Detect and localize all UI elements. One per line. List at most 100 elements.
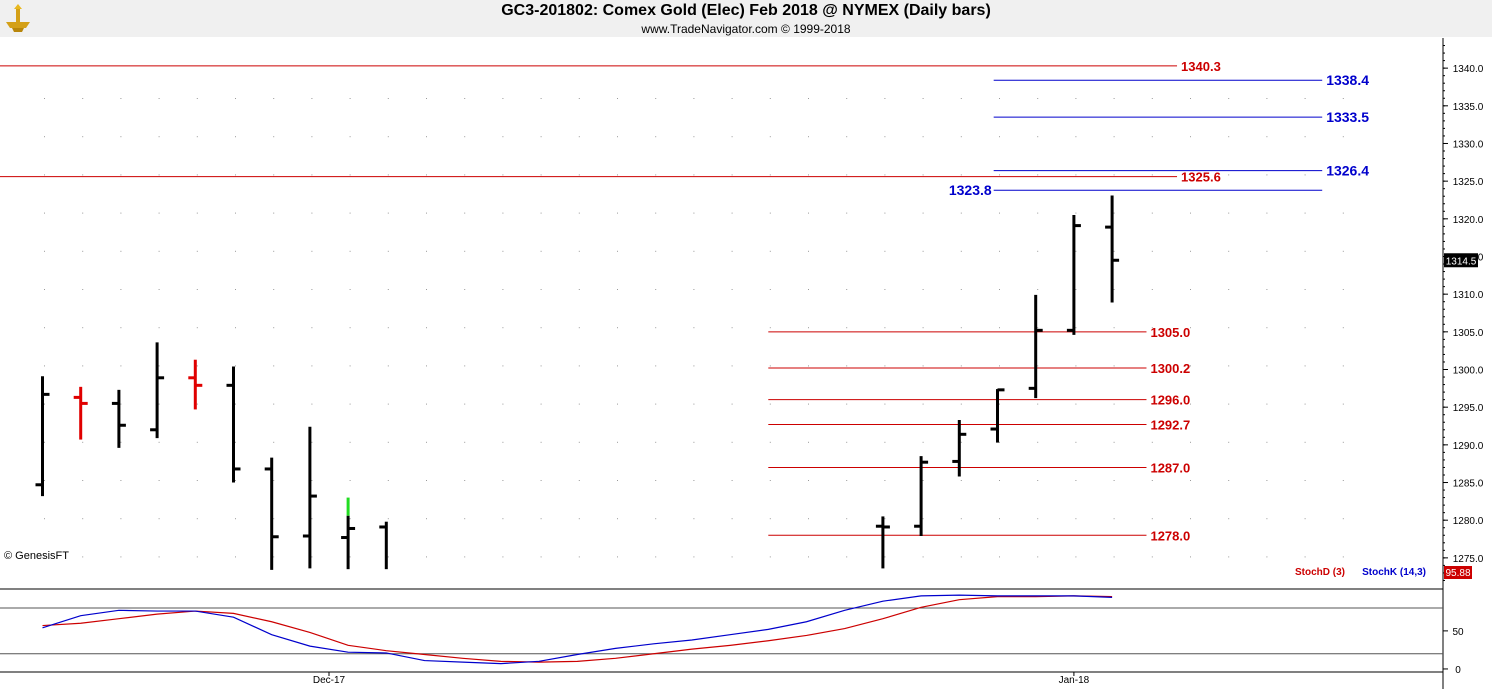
grid-dot (1075, 289, 1077, 290)
grid-dot (349, 441, 351, 443)
grid-dot (1304, 98, 1306, 99)
grid-dot (426, 174, 427, 176)
grid-dot (311, 365, 313, 367)
grid-dot (846, 327, 848, 329)
grid-dot (731, 250, 733, 252)
grid-dot (769, 365, 771, 367)
grid-dot (82, 98, 84, 99)
time-tick-label: Jan-18 (1059, 675, 1090, 686)
grid-dot (578, 136, 580, 138)
grid-dot (1190, 250, 1191, 252)
grid-dot (502, 98, 504, 99)
grid-dot (1075, 327, 1077, 329)
grid-dot (731, 556, 733, 558)
grid-dot (464, 174, 466, 176)
grid-dot (426, 518, 427, 520)
grid-dot (44, 289, 45, 290)
grid-dot (311, 518, 313, 520)
grid-dot (82, 289, 84, 290)
grid-dot (1075, 480, 1077, 481)
grid-dot (578, 480, 580, 481)
grid-dot (273, 441, 275, 443)
grid-dot (922, 403, 924, 405)
grid-dot (999, 480, 1000, 481)
grid-dot (846, 98, 848, 99)
grid-dot (1190, 327, 1191, 329)
grid-dot (655, 403, 657, 405)
grid-dot (120, 403, 122, 405)
grid-dot (922, 441, 924, 443)
grid-dot (82, 518, 84, 520)
level-label-1326.4: 1326.4 (1326, 163, 1369, 179)
grid-dot (808, 556, 809, 558)
grid-dot (540, 365, 542, 367)
grid-dot (464, 441, 466, 443)
grid-dot (235, 441, 236, 443)
grid-dot (464, 98, 466, 99)
grid-dot (235, 327, 236, 329)
grid-dot (120, 518, 122, 520)
grid-dot (1228, 98, 1230, 99)
grid-dot (311, 289, 313, 290)
grid-dot (731, 441, 733, 443)
grid-dot (82, 250, 84, 252)
grid-dot (1075, 518, 1077, 520)
grid-dot (693, 480, 695, 481)
grid-dot (349, 365, 351, 367)
price-tick-label: 1320.0 (1453, 215, 1484, 226)
grid-dot (311, 136, 313, 138)
price-axis: 1275.0 1280.0 1285.0 1290.0 1295.0 1300.0 1305… (0, 38, 1484, 689)
grid-dot (1228, 403, 1230, 405)
grid-dot (1266, 289, 1268, 290)
grid-dot (922, 174, 924, 176)
grid-dot (846, 212, 848, 214)
grid-dot (464, 212, 466, 214)
grid-dot (1037, 518, 1039, 520)
grid-dot (1037, 174, 1039, 176)
grid-dot (1075, 174, 1077, 176)
grid-dot (464, 480, 466, 481)
grid-dot (578, 212, 580, 214)
grid-dot (540, 327, 542, 329)
grid-dot (502, 174, 504, 176)
grid-dot (1228, 480, 1230, 481)
grid-dot (502, 212, 504, 214)
grid-dot (960, 98, 962, 99)
grid-dot (731, 327, 733, 329)
grid-dot (311, 403, 313, 405)
time-tick-label: Dec-17 (313, 675, 346, 686)
grid-dot (617, 441, 618, 443)
level-label-1338.4: 1338.4 (1326, 72, 1369, 88)
grid-dot (349, 136, 351, 138)
grid-dot (387, 250, 389, 252)
grid-dot (540, 212, 542, 214)
grid-dot (1228, 327, 1230, 329)
grid-dot (311, 98, 313, 99)
grid-dot (235, 403, 236, 405)
grid-dot (44, 327, 45, 329)
grid-dot (1190, 136, 1191, 138)
grid-dot (655, 365, 657, 367)
grid-dot (731, 403, 733, 405)
grid-dot (808, 289, 809, 290)
grid-dot (426, 403, 427, 405)
grid-dot (273, 212, 275, 214)
grid-dot (1151, 327, 1153, 329)
grid-dot (578, 174, 580, 176)
grid-dot (387, 556, 389, 558)
grid-dot (1342, 365, 1344, 367)
grid-dots (44, 98, 1344, 558)
price-tick-label: 1335.0 (1453, 102, 1484, 113)
grid-dot (693, 174, 695, 176)
grid-dot (311, 441, 313, 443)
grid-dot (82, 441, 84, 443)
grid-dot (1151, 441, 1153, 443)
level-label-1325.6: 1325.6 (1181, 170, 1221, 185)
grid-dot (655, 212, 657, 214)
grid-dot (1151, 174, 1153, 176)
grid-dot (960, 136, 962, 138)
grid-dot (1151, 518, 1153, 520)
grid-dot (1113, 98, 1115, 99)
grid-dot (1037, 441, 1039, 443)
grid-dot (235, 136, 236, 138)
